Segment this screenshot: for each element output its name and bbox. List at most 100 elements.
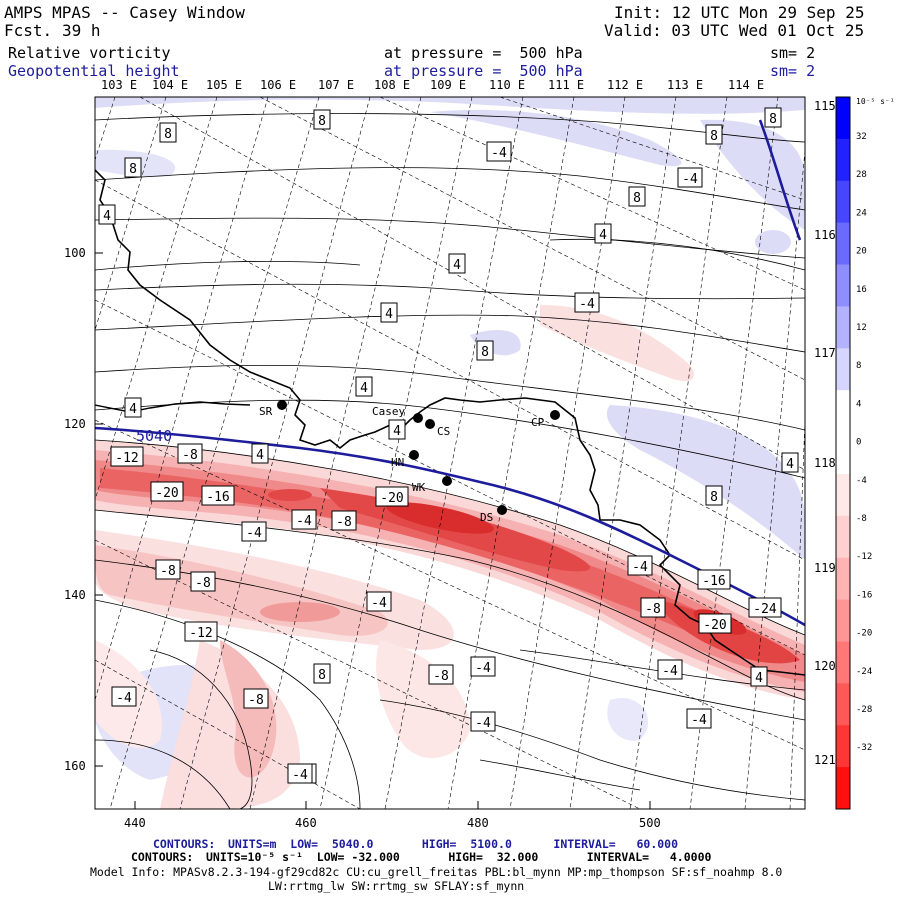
colorbar-label: 24 <box>856 208 867 218</box>
vorticity-label: 4 <box>124 397 142 418</box>
vorticity-contours <box>95 113 805 809</box>
latlon-grid <box>95 97 805 809</box>
colorbar-label: 12 <box>856 323 867 333</box>
y-tick-140: 140 <box>64 588 86 602</box>
vorticity-label: -4 <box>287 763 313 784</box>
vorticity-label: -4 <box>627 555 653 576</box>
init-time: Init: 12 UTC Mon 29 Sep 25 <box>614 3 865 22</box>
colorbar-label: -24 <box>856 667 872 677</box>
colorbar-label: -16 <box>856 590 872 600</box>
svg-text:-8: -8 <box>645 602 661 617</box>
svg-text:4: 4 <box>599 228 607 243</box>
svg-text:-20: -20 <box>703 618 726 633</box>
vorticity-label: -4 <box>366 591 392 612</box>
vorticity-label: 8 <box>124 157 142 178</box>
svg-text:8: 8 <box>769 112 777 127</box>
colorbar-segment <box>836 180 850 224</box>
svg-text:8: 8 <box>710 129 718 144</box>
field2-smoothing: sm= 2 <box>770 62 816 80</box>
lon-label-112: 112 E <box>607 78 643 92</box>
coastline <box>95 169 805 676</box>
svg-text:8: 8 <box>318 114 326 129</box>
vorticity-label: -8 <box>177 443 203 464</box>
svg-text:8: 8 <box>710 490 718 505</box>
colorbar: 32 28 24 20 16 12 8 4 0 -4 -8 -12 -16 -20 -24 -28 -32 <box>836 97 872 810</box>
svg-text:8: 8 <box>164 127 172 142</box>
valid-time: Valid: 03 UTC Wed 01 Oct 25 <box>604 21 865 40</box>
svg-text:-4: -4 <box>475 661 491 676</box>
vorticity-label: 8 <box>313 109 331 130</box>
svg-text:-4: -4 <box>246 526 262 541</box>
vorticity-label: 8 <box>313 663 331 684</box>
field1-level: at pressure = 500 hPa <box>384 44 583 62</box>
vorticity-label: -4 <box>677 167 703 188</box>
svg-text:-8: -8 <box>182 448 198 463</box>
vorticity-label: -20 <box>698 613 732 634</box>
station-label-cs: CS <box>437 425 450 438</box>
svg-text:-4: -4 <box>491 146 507 161</box>
vorticity-label: -4 <box>291 509 317 530</box>
colorbar-segment <box>836 473 850 517</box>
colorbar-segment <box>836 683 850 726</box>
vorticity-label: 4 <box>98 204 116 225</box>
colorbar-segment <box>836 557 850 601</box>
svg-text:8: 8 <box>633 191 641 206</box>
vorticity-label: 4 <box>380 302 398 323</box>
svg-text:4: 4 <box>786 457 794 472</box>
axis-ticks <box>95 252 651 809</box>
vorticity-label: -12 <box>110 446 144 467</box>
svg-text:4: 4 <box>393 424 401 439</box>
svg-text:-16: -16 <box>206 490 229 505</box>
colorbar-label: 28 <box>856 170 867 180</box>
station-dot-casey <box>413 413 423 423</box>
colorbar-segment <box>836 599 850 642</box>
svg-text:-20: -20 <box>380 491 403 506</box>
vorticity-label: -16 <box>697 569 731 590</box>
colorbar-label: -4 <box>856 476 867 486</box>
height-contour-label: 5040 <box>136 427 172 445</box>
y-tick-160: 160 <box>64 759 86 773</box>
vorticity-label: -4 <box>470 656 496 677</box>
colorbar-label: -32 <box>856 743 872 753</box>
colorbar-label: -12 <box>856 552 872 562</box>
svg-text:4: 4 <box>129 402 137 417</box>
svg-text:-4: -4 <box>632 560 648 575</box>
vorticity-label: -4 <box>657 659 683 680</box>
vorticity-label: -12 <box>184 621 218 642</box>
colorbar-label: -8 <box>856 514 867 524</box>
vorticity-label: 4 <box>750 666 768 687</box>
colorbar-label: 8 <box>856 361 861 371</box>
svg-text:-20: -20 <box>155 486 178 501</box>
svg-text:-24: -24 <box>753 602 777 617</box>
x-tick-500: 500 <box>639 816 661 830</box>
svg-text:-4: -4 <box>579 297 595 312</box>
field2-level: at pressure = 500 hPa <box>384 62 583 80</box>
svg-text:4: 4 <box>103 209 111 224</box>
forecast-label: Fcst. <box>4 21 53 40</box>
colorbar-label: 4 <box>856 399 861 409</box>
lon-label-103: 103 E <box>101 78 137 92</box>
colorbar-segment <box>836 138 850 182</box>
lon-label-108: 108 E <box>374 78 410 92</box>
colorbar-label: 0 <box>856 438 861 448</box>
y-tick-100: 100 <box>64 246 86 260</box>
svg-text:-4: -4 <box>662 664 678 679</box>
svg-text:4: 4 <box>385 307 393 322</box>
lon-label-104: 104 E <box>152 78 188 92</box>
colorbar-segment <box>836 767 850 810</box>
colorbar-segment <box>836 432 850 475</box>
x-tick-460: 460 <box>295 816 317 830</box>
colorbar-unit: 10⁻⁵ s⁻¹ <box>856 97 895 106</box>
stations: SR Casey CS CP HN WK DS <box>259 400 560 524</box>
colorbar-frame <box>835 96 851 810</box>
vorticity-label: -4 <box>686 708 712 729</box>
vorticity-label: -4 <box>470 711 496 732</box>
station-dot-hn <box>409 450 419 460</box>
station-dot-sr <box>277 400 287 410</box>
geopotential-contour-5100 <box>758 119 802 241</box>
vorticity-label: 8 <box>764 107 782 128</box>
vorticity-label: -24 <box>748 597 782 618</box>
footer-height-contours: UNITS=m LOW= 5040.0 HIGH= 5100.0 INTERVA… <box>228 837 679 851</box>
station-label-wk: WK <box>412 481 426 494</box>
station-label-cp: CP <box>531 416 545 429</box>
